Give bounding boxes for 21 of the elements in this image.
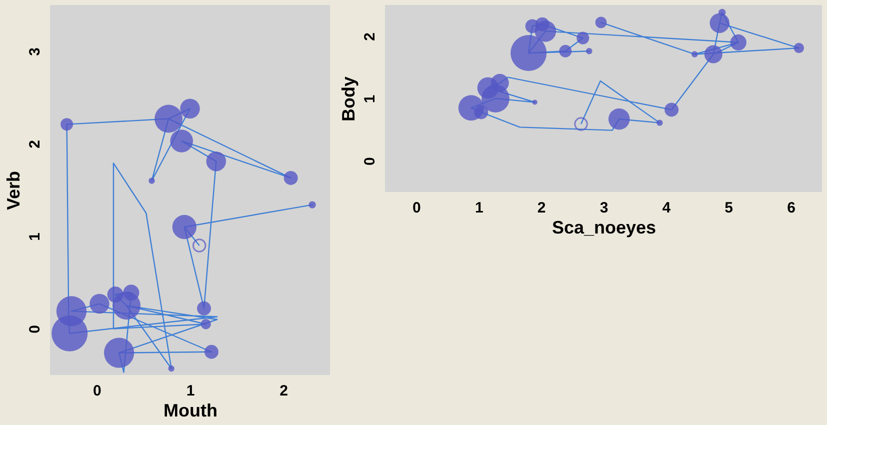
- y-axis-title: Body: [338, 76, 358, 122]
- x-axis-title: Mouth: [164, 400, 218, 420]
- y-tick-label: 3: [26, 48, 44, 56]
- x-tick-label: 1: [474, 200, 484, 216]
- y-tick-label: 0: [362, 157, 378, 166]
- x-tick-label: 3: [600, 200, 608, 216]
- x-tick-label: 5: [724, 200, 734, 216]
- x-tick-label: 2: [537, 200, 546, 216]
- x-axis-title: Sca_noeyes: [552, 218, 656, 238]
- x-tick-label: 1: [186, 382, 195, 400]
- y-tick-label: 1: [362, 94, 378, 104]
- x-tick-label: 6: [787, 200, 796, 216]
- y-tick-label: 2: [362, 32, 378, 41]
- y-tick-label: 2: [26, 140, 44, 148]
- x-tick-label: 0: [412, 200, 421, 216]
- y-axis-title: Verb: [4, 170, 24, 210]
- y-tick-label: 1: [26, 232, 44, 241]
- x-tick-label: 0: [92, 382, 102, 400]
- x-tick-label: 2: [280, 382, 288, 400]
- y-tick-label: 0: [26, 325, 44, 334]
- x-tick-label: 4: [662, 200, 672, 216]
